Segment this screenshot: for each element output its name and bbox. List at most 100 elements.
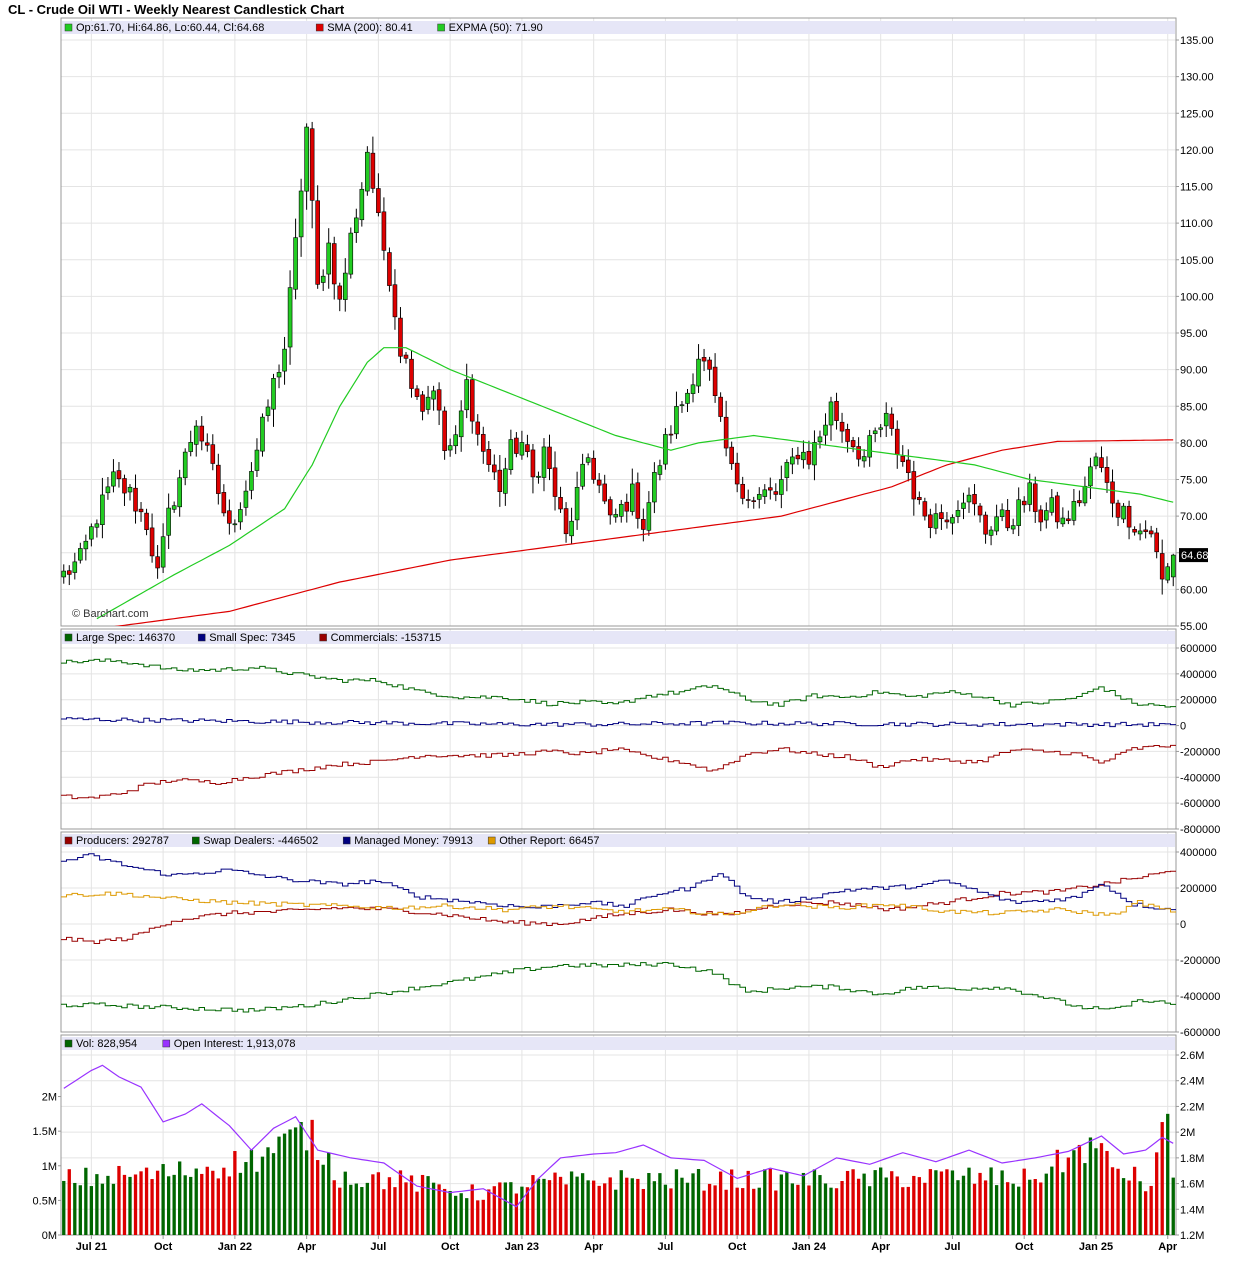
x-axis: Jul 21 Oct Jan 22 Apr Jul Oct Jan 23 Apr Jul Oct J… [76,1235,1178,1253]
last-price-tag-text: 64.68 [1181,550,1209,562]
volume-bar [84,1167,88,1235]
candle-body [392,284,398,318]
volume-bar [614,1189,618,1235]
volume-bar [150,1179,154,1235]
candle-body [530,449,536,478]
barchart-watermark: © Barchart.com [72,608,149,620]
volume-legend: Vol: 828,954 Open Interest: 1,913,078 [62,1037,1175,1050]
candle-body [1032,483,1038,512]
candle-body [105,486,111,494]
volume-bar [630,1178,634,1235]
y-tick-label: 120.00 [1180,145,1214,157]
legend-background [62,21,1175,34]
legend-swatch [192,836,200,845]
volume-bar [62,1180,66,1235]
volume-bar [597,1185,601,1235]
volume-bar [431,1182,436,1235]
cot2-lines [61,853,1176,1013]
volume-bar [244,1162,248,1235]
candle-body [514,437,519,454]
legend-background [62,834,1175,847]
candle-body [944,519,950,523]
volume-bar [514,1193,519,1235]
candle-body [922,501,928,517]
x-tick-label: Apr [297,1241,317,1253]
candle-body [216,464,221,494]
candle-body [745,499,751,501]
volume-bar [316,1160,320,1235]
volume-bar [166,1176,171,1235]
volume-bar [387,1177,392,1235]
x-tick-label: Oct [728,1241,747,1253]
candle-body [988,529,994,536]
volume-bar [586,1180,590,1235]
volume-bar [978,1172,982,1235]
legend-swatch [315,23,324,32]
volume-bar [470,1184,474,1235]
volume-bar [735,1187,739,1235]
y-tick-label: 100.00 [1180,291,1214,303]
candle-body [199,425,205,442]
candle-body [607,499,613,516]
volume-bar [67,1169,71,1235]
y-tick-label: 1M [42,1161,57,1173]
candle-body [249,471,254,491]
candle-body [707,359,712,370]
candle-body [900,455,906,463]
volume-bar [183,1175,187,1235]
volume-bar [155,1170,160,1235]
candle-body [431,390,436,400]
candle-body [458,410,464,438]
candle-body [966,494,972,503]
volume-bar [205,1166,209,1235]
volume-bar [1050,1166,1054,1235]
candle-body [1071,501,1077,521]
volume-bar [862,1173,866,1235]
candle-body [618,503,624,517]
candle-body [790,456,795,465]
candle-body [227,510,232,524]
candle-body [1126,505,1132,528]
volume-bar [994,1185,999,1235]
volume-bar [818,1175,822,1235]
candle-body [149,527,155,557]
cot1-panel: Large Spec: 146370 Small Spec: 7345 Commer… [60,628,1220,836]
candle-body [436,389,442,411]
volume-bar [917,1177,921,1235]
volume-bar [934,1170,938,1235]
volume-bar [939,1171,944,1235]
price-candles [61,121,1176,595]
volume-bar [989,1167,993,1235]
volume-bar [404,1182,408,1235]
volume-bar [569,1171,574,1235]
candle-body [773,491,779,495]
volume-bar [829,1187,833,1235]
candle-body [94,523,100,528]
volume-bar [332,1180,336,1235]
x-tick-label: Oct [154,1241,173,1253]
volume-bar [277,1136,281,1235]
volume-bar [338,1187,342,1235]
candle-body [66,570,72,575]
candle-body [409,358,414,389]
candle-body [480,434,486,452]
grid-layer [61,18,1176,1236]
volume-bar [365,1182,370,1235]
volume-bar [663,1184,668,1235]
volume-bar [354,1183,358,1235]
volume-bar [834,1188,839,1235]
volume-bar [1121,1178,1126,1235]
candle-body [1170,554,1176,578]
volume-bar [437,1184,441,1235]
candle-body [558,497,563,510]
candle-body [282,348,287,372]
volume-bar [625,1177,629,1235]
candle-body [850,440,856,448]
candle-body [243,490,249,508]
candle-body [486,449,492,465]
volume-bar [498,1182,502,1235]
volume-bar [956,1180,960,1235]
volume-bar [238,1172,243,1235]
y-tick-label: 80.00 [1180,438,1208,450]
